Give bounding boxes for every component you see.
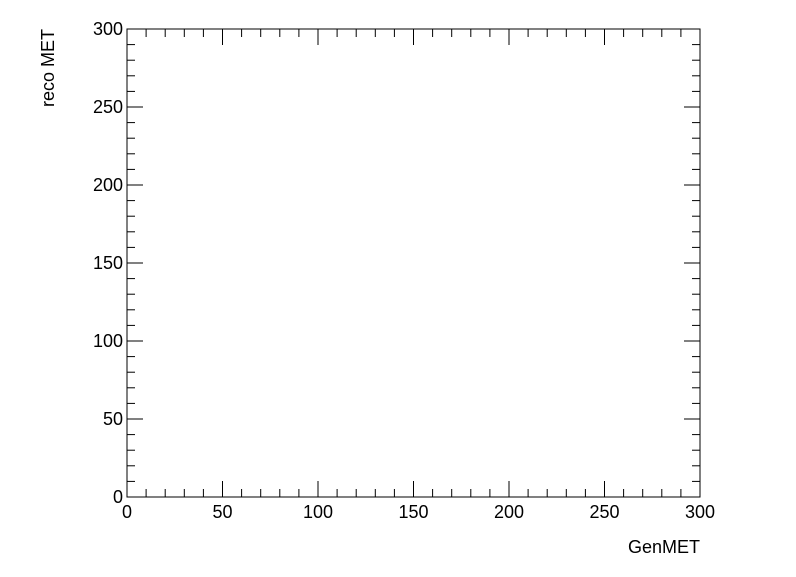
- y-tick-label: 250: [93, 97, 123, 117]
- x-axis-title: GenMET: [628, 537, 700, 557]
- y-tick-label: 300: [93, 19, 123, 39]
- x-tick-label: 150: [398, 502, 428, 522]
- x-tick-label: 0: [122, 502, 132, 522]
- y-tick-label: 150: [93, 253, 123, 273]
- y-tick-label: 100: [93, 331, 123, 351]
- ticks-layer: [126, 28, 701, 498]
- x-tick-label: 50: [212, 502, 232, 522]
- x-tick-label: 100: [303, 502, 333, 522]
- y-tick-label: 200: [93, 175, 123, 195]
- y-axis-title: reco MET: [38, 29, 58, 107]
- y-tick-label: 50: [103, 409, 123, 429]
- tick-labels-layer: 0 50 100 150 200 250 300 0 50 100 150 200 250 300: [93, 19, 715, 522]
- plot-frame: [126, 28, 701, 498]
- x-tick-label: 200: [494, 502, 524, 522]
- x-tick-label: 250: [589, 502, 619, 522]
- y-tick-label: 0: [113, 487, 123, 507]
- x-tick-label: 300: [685, 502, 715, 522]
